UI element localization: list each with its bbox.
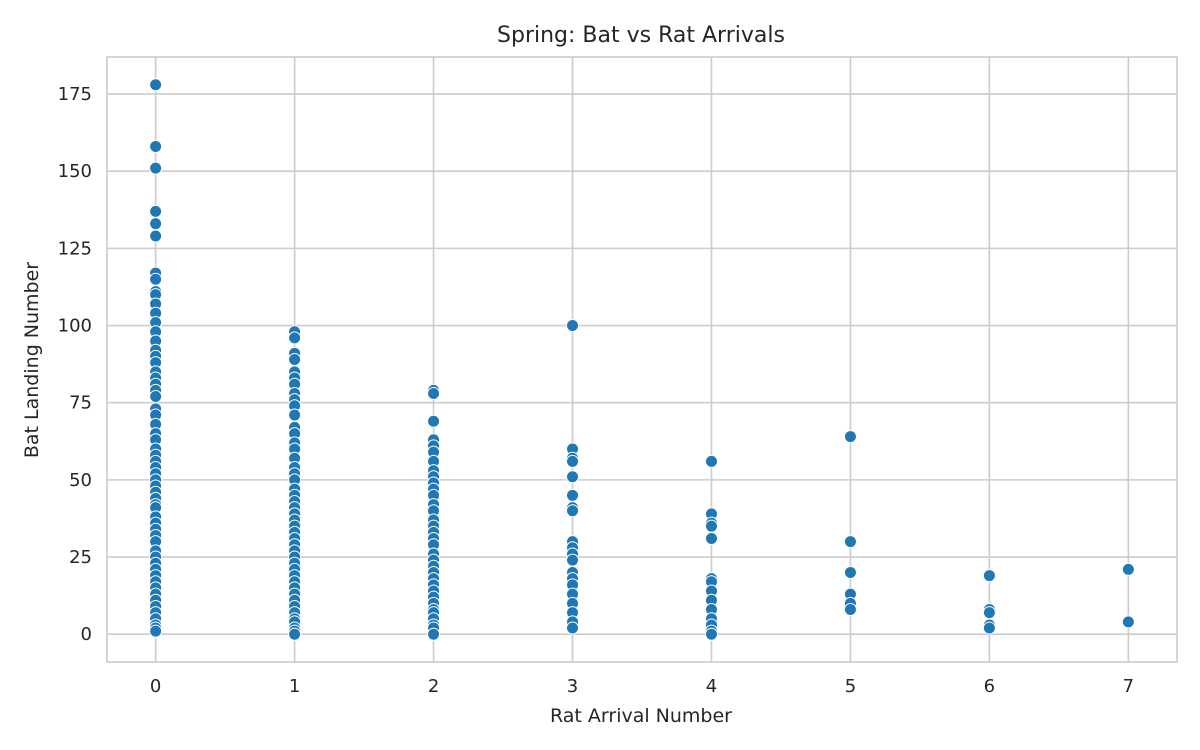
y-tick-label: 50 (69, 470, 92, 491)
scatter-point (1121, 562, 1135, 576)
y-tick-label: 100 (58, 316, 92, 337)
scatter-point (288, 331, 302, 345)
scatter-point (149, 78, 163, 92)
scatter-point (288, 353, 302, 366)
y-tick-label: 25 (69, 547, 92, 568)
scatter-point (566, 319, 580, 333)
scatter-point (566, 553, 580, 567)
scatter-point (566, 621, 580, 635)
data-points (149, 78, 1135, 641)
scatter-point (982, 569, 996, 583)
chart-title: Spring: Bat vs Rat Arrivals (497, 23, 785, 48)
y-tick-label: 150 (58, 161, 92, 182)
y-axis-label: Bat Landing Number (21, 262, 43, 458)
scatter-point (843, 535, 857, 549)
scatter-point (149, 272, 163, 286)
scatter-point (843, 430, 857, 444)
scatter-point (566, 454, 580, 468)
scatter-point (288, 627, 302, 641)
scatter-point (427, 627, 441, 641)
scatter-point (149, 229, 163, 243)
plot-border (106, 56, 1178, 663)
scatter-point (566, 504, 580, 518)
grid (107, 57, 1177, 662)
scatter-point (704, 627, 718, 641)
x-tick-label: 6 (984, 676, 995, 697)
scatter-point (566, 470, 580, 484)
y-tick-label: 75 (69, 393, 92, 414)
x-tick-label: 3 (567, 676, 578, 697)
x-tick-label: 7 (1123, 676, 1134, 697)
scatter-point (149, 140, 163, 154)
x-tick-label: 5 (845, 676, 856, 697)
scatter-point (1121, 615, 1135, 629)
y-axis-ticks: 0 25 50 75 100 125 150 175 (58, 84, 92, 645)
x-tick-label: 4 (706, 676, 717, 697)
x-axis-ticks: 0 1 2 3 4 5 6 7 (150, 676, 1134, 697)
scatter-point (288, 408, 302, 422)
scatter-point (149, 204, 163, 218)
scatter-point (843, 603, 857, 617)
scatter-point (149, 217, 163, 231)
scatter-point (149, 161, 163, 175)
scatter-point (843, 565, 857, 579)
scatter-point (427, 414, 441, 428)
x-tick-label: 1 (289, 676, 300, 697)
x-tick-label: 2 (428, 676, 439, 697)
scatter-point (704, 454, 718, 468)
scatter-point (149, 624, 163, 638)
y-tick-label: 175 (58, 84, 92, 105)
x-axis-label: Rat Arrival Number (550, 705, 732, 727)
scatter-point (704, 519, 718, 533)
scatter-point (982, 621, 996, 635)
scatter-point (566, 488, 580, 502)
y-tick-label: 0 (81, 624, 92, 645)
scatter-point (149, 390, 163, 404)
scatter-point (704, 532, 718, 546)
x-tick-label: 0 (150, 676, 161, 697)
y-tick-label: 125 (58, 238, 92, 259)
scatter-point (427, 386, 441, 400)
scatter-point (982, 606, 996, 620)
